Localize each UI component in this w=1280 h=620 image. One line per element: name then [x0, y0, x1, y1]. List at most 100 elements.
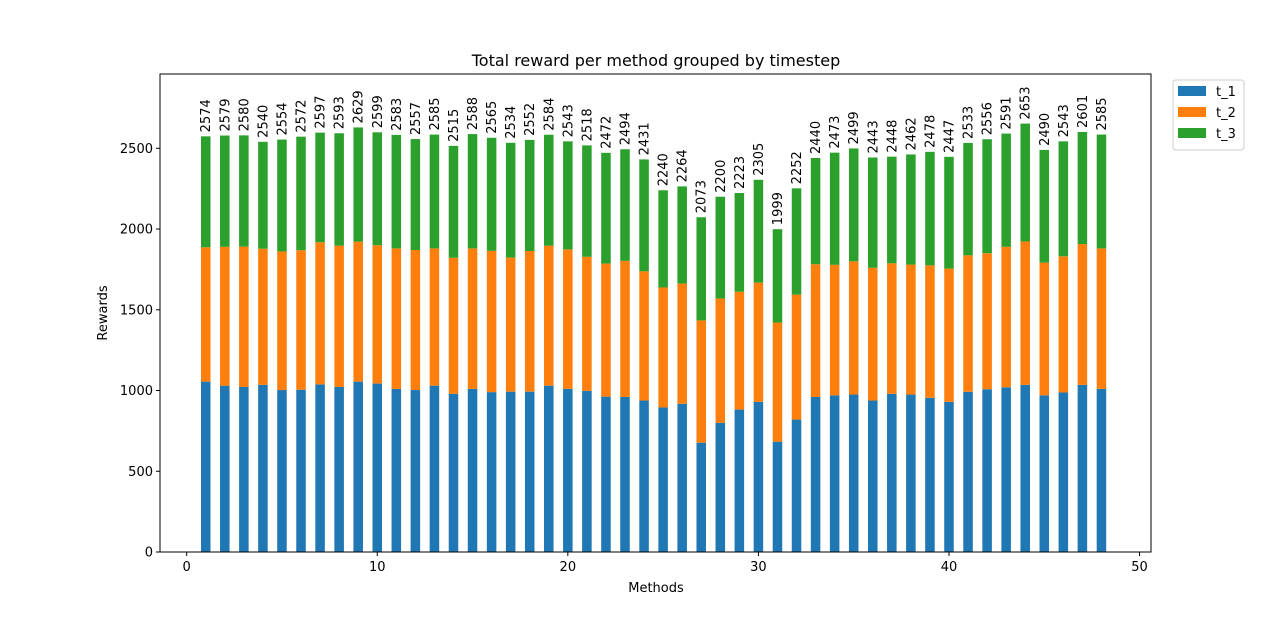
- bar-t_1-3: [239, 386, 249, 552]
- total-label-44: 2653: [1019, 86, 1034, 119]
- bar-t_2-10: [372, 245, 383, 384]
- bar-t_3-37: [887, 156, 897, 264]
- bar-t_3-26: [677, 186, 687, 284]
- bar-t_3-19: [544, 134, 554, 246]
- y-tick-label: 0: [145, 546, 153, 561]
- bar-t_2-29: [734, 291, 745, 410]
- total-label-27: 2073: [695, 180, 710, 213]
- bar-t_1-6: [296, 389, 306, 552]
- bar-t_2-43: [1001, 246, 1011, 388]
- total-label-3: 2580: [237, 98, 252, 131]
- bar-t_3-11: [391, 134, 402, 249]
- bar-t_2-15: [467, 248, 478, 389]
- bar-t_1-34: [829, 395, 840, 552]
- total-label-31: 1999: [771, 192, 786, 225]
- total-label-42: 2556: [981, 102, 996, 135]
- bar-t_1-22: [601, 396, 611, 552]
- bar-t_1-45: [1039, 395, 1050, 552]
- bar-t_2-37: [887, 263, 897, 394]
- total-label-6: 2572: [295, 100, 310, 133]
- bar-t_3-34: [829, 152, 840, 265]
- bar-t_3-12: [410, 139, 421, 251]
- bar-t_3-1: [200, 136, 211, 248]
- bar-t_2-16: [486, 250, 497, 393]
- bar-t_1-27: [696, 442, 706, 552]
- y-tick-label: 1000: [120, 384, 153, 399]
- bar-t_2-20: [563, 249, 573, 389]
- total-label-18: 2552: [523, 103, 538, 136]
- total-label-25: 2240: [657, 153, 672, 186]
- legend-swatch-t_2: [1178, 107, 1206, 117]
- bar-t_2-21: [582, 256, 592, 391]
- bar-t_1-47: [1077, 384, 1088, 552]
- bar-t_2-32: [791, 294, 802, 420]
- chart-title: Total reward per method grouped by times…: [471, 51, 841, 70]
- total-label-29: 2223: [733, 156, 748, 189]
- total-label-15: 2588: [466, 97, 481, 130]
- y-tick-label: 2000: [120, 223, 153, 238]
- bar-t_2-38: [906, 264, 916, 395]
- bar-t_3-15: [467, 134, 478, 249]
- legend-swatch-t_1: [1178, 86, 1206, 96]
- bar-t_1-40: [944, 401, 954, 552]
- bar-t_2-2: [220, 246, 230, 386]
- bar-t_2-8: [334, 245, 344, 387]
- legend-label-t_1: t_1: [1216, 85, 1236, 100]
- bar-t_3-48: [1096, 134, 1107, 249]
- x-axis: 0 10 20 30 40 50: [183, 552, 1148, 575]
- bar-t_1-2: [220, 385, 230, 552]
- bar-t_1-20: [563, 388, 573, 552]
- bar-t_3-10: [372, 132, 383, 246]
- bar-t_2-13: [429, 248, 440, 386]
- y-axis: 0 500 1000 1500 2000 2500: [120, 142, 160, 561]
- bar-t_1-14: [448, 393, 459, 552]
- x-tick-label: 30: [750, 560, 767, 575]
- bar-t_2-22: [601, 263, 611, 397]
- bar-t_1-39: [925, 397, 935, 552]
- bar-t_2-44: [1020, 241, 1030, 385]
- bar-t_3-32: [791, 188, 802, 295]
- bar-t_3-28: [715, 196, 726, 299]
- bar-t_2-40: [944, 268, 954, 402]
- bar-t_2-27: [696, 320, 706, 443]
- bar-t_2-25: [658, 287, 668, 408]
- bar-t_3-47: [1077, 131, 1088, 245]
- bar-t_2-26: [677, 283, 687, 404]
- bar-t_1-31: [772, 441, 783, 552]
- total-label-36: 2443: [866, 120, 881, 153]
- bar-t_3-38: [906, 154, 916, 265]
- total-label-21: 2518: [580, 108, 595, 141]
- total-label-33: 2440: [809, 121, 824, 154]
- bar-t_3-24: [639, 159, 649, 272]
- bar-t_2-9: [353, 241, 363, 382]
- bar-t_1-18: [524, 391, 535, 552]
- total-label-5: 2554: [275, 102, 290, 135]
- bar-t_1-46: [1058, 392, 1069, 552]
- bar-t_2-5: [277, 251, 287, 391]
- bar-t_2-1: [200, 247, 211, 382]
- bar-t_2-35: [848, 261, 859, 395]
- bar-t_2-12: [410, 250, 421, 391]
- bar-t_3-14: [448, 145, 459, 258]
- total-label-45: 2490: [1038, 113, 1053, 146]
- bar-t_2-48: [1096, 248, 1107, 389]
- bar-t_1-9: [353, 381, 363, 552]
- bar-t_2-19: [544, 245, 554, 386]
- bar-t_3-27: [696, 217, 706, 321]
- bar-t_2-18: [524, 250, 535, 392]
- bar-t_2-3: [239, 246, 249, 387]
- bar-t_3-2: [220, 135, 230, 247]
- bar-t_1-10: [372, 383, 383, 552]
- bar-t_3-25: [658, 190, 668, 288]
- bar-t_1-29: [734, 409, 745, 552]
- bar-t_1-37: [887, 393, 897, 552]
- total-label-14: 2515: [447, 109, 462, 142]
- bar-t_1-19: [544, 385, 554, 552]
- bar-t_1-24: [639, 400, 649, 552]
- bar-t_1-17: [505, 391, 516, 552]
- bar-t_3-43: [1001, 133, 1011, 247]
- total-label-4: 2540: [256, 105, 271, 138]
- total-label-46: 2543: [1057, 104, 1072, 137]
- legend-label-t_3: t_3: [1216, 127, 1236, 142]
